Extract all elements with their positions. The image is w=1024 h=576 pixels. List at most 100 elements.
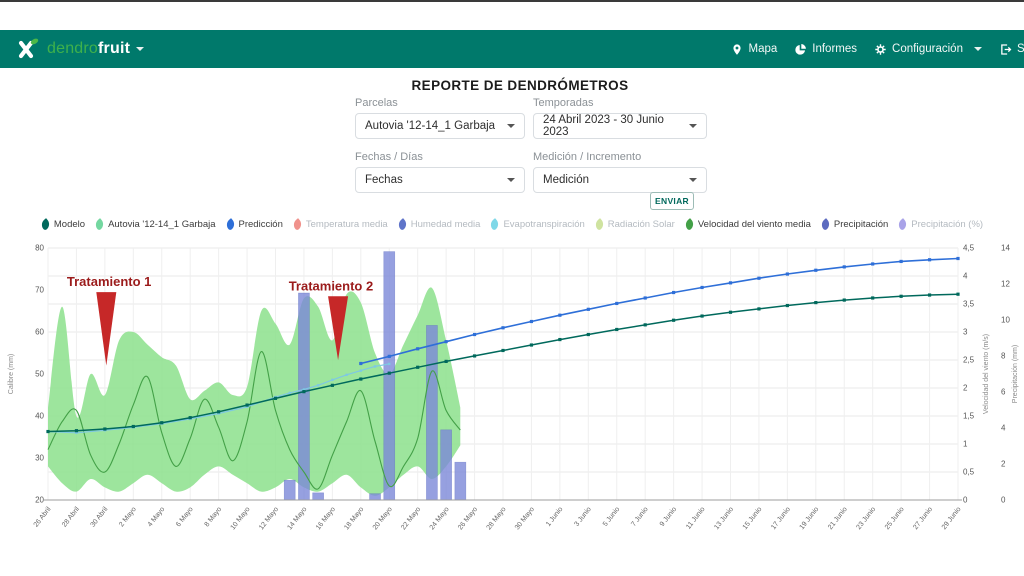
svg-text:3: 3 bbox=[963, 328, 968, 337]
svg-text:3 Junio: 3 Junio bbox=[573, 506, 592, 528]
svg-text:4 Mayo: 4 Mayo bbox=[147, 506, 167, 528]
nav-item-label: Configuración bbox=[892, 43, 963, 55]
legend-leaf-icon bbox=[683, 218, 696, 231]
svg-text:26 Mayo: 26 Mayo bbox=[457, 506, 479, 532]
svg-text:2,5: 2,5 bbox=[963, 356, 975, 365]
nav-item-mapa[interactable]: Mapa bbox=[731, 43, 777, 56]
dendrometer-chart: Tratamiento 1 Tratamiento 220304050607080… bbox=[8, 244, 1019, 532]
svg-text:16 Mayo: 16 Mayo bbox=[315, 506, 337, 532]
svg-text:30: 30 bbox=[35, 454, 44, 463]
dendrofruit-x-logo-icon bbox=[18, 38, 39, 59]
svg-text:3,5: 3,5 bbox=[963, 300, 975, 309]
svg-text:30 Abril: 30 Abril bbox=[90, 506, 110, 529]
legend-label: Temperatura media bbox=[305, 219, 388, 230]
svg-text:27 Junio: 27 Junio bbox=[912, 506, 934, 531]
svg-text:12: 12 bbox=[1001, 280, 1010, 289]
svg-text:10: 10 bbox=[1001, 316, 1010, 325]
svg-text:15 Junio: 15 Junio bbox=[742, 506, 764, 531]
nav-item-label: Salir bbox=[1016, 43, 1024, 55]
svg-text:25 Junio: 25 Junio bbox=[884, 506, 906, 531]
svg-text:20: 20 bbox=[35, 496, 44, 505]
svg-text:0: 0 bbox=[963, 496, 968, 505]
configuracion-caret-icon bbox=[973, 47, 982, 51]
legend-item-8[interactable]: Precipitación bbox=[819, 218, 888, 231]
fechas-dias-value: Fechas bbox=[365, 174, 403, 186]
svg-text:23 Junio: 23 Junio bbox=[855, 506, 877, 531]
svg-text:29 Junio: 29 Junio bbox=[941, 506, 963, 531]
series-precipitaci-n bbox=[283, 251, 467, 501]
annotation-tratamiento-2: Tratamiento 2 bbox=[289, 278, 374, 361]
svg-text:28 Mayo: 28 Mayo bbox=[486, 506, 508, 532]
legend-item-1[interactable]: Autovia '12-14_1 Garbaja bbox=[93, 218, 216, 231]
gear-icon bbox=[875, 43, 886, 55]
sign-out-icon bbox=[1001, 43, 1012, 55]
svg-text:1: 1 bbox=[963, 440, 968, 449]
svg-text:4,5: 4,5 bbox=[963, 244, 975, 253]
legend-label: Predicción bbox=[238, 219, 283, 230]
legend-item-9[interactable]: Precipitación (%) bbox=[896, 218, 983, 231]
svg-text:2: 2 bbox=[1001, 460, 1006, 469]
chart-legend: Modelo Autovia '12-14_1 Garbaja Predicción… bbox=[0, 218, 1024, 231]
svg-text:10 Mayo: 10 Mayo bbox=[230, 506, 252, 532]
legend-item-0[interactable]: Modelo bbox=[39, 218, 86, 231]
svg-text:80: 80 bbox=[35, 244, 44, 253]
svg-text:13 Junio: 13 Junio bbox=[713, 506, 735, 531]
svg-text:22 Mayo: 22 Mayo bbox=[400, 506, 422, 532]
legend-leaf-icon bbox=[223, 218, 237, 231]
legend-item-4[interactable]: Humedad media bbox=[395, 218, 480, 231]
legend-label: Velocidad del viento media bbox=[697, 219, 811, 230]
legend-leaf-icon bbox=[93, 218, 106, 231]
svg-text:8: 8 bbox=[1001, 352, 1006, 361]
legend-label: Radiación Solar bbox=[607, 219, 675, 230]
legend-item-6[interactable]: Radiación Solar bbox=[592, 218, 675, 231]
legend-label: Modelo bbox=[53, 219, 86, 230]
svg-text:2: 2 bbox=[963, 384, 968, 393]
fechas-dias-select[interactable]: Fechas bbox=[355, 167, 525, 193]
svg-text:17 Junio: 17 Junio bbox=[770, 506, 792, 531]
temporadas-select[interactable]: 24 Abril 2023 - 30 Junio 2023 bbox=[533, 113, 707, 139]
medicion-incremento-value: Medición bbox=[543, 174, 590, 186]
legend-item-3[interactable]: Temperatura media bbox=[291, 218, 388, 231]
series-autovia-12-14-1-garbaja bbox=[48, 287, 461, 496]
svg-text:19 Junio: 19 Junio bbox=[799, 506, 821, 531]
svg-text:6 Mayo: 6 Mayo bbox=[175, 506, 195, 528]
legend-leaf-icon bbox=[488, 218, 502, 231]
legend-leaf-icon bbox=[592, 218, 606, 231]
brand-text-dendro: dendro bbox=[47, 40, 99, 57]
legend-item-2[interactable]: Predicción bbox=[223, 218, 283, 231]
svg-text:14: 14 bbox=[1001, 244, 1010, 253]
svg-text:6: 6 bbox=[1001, 388, 1006, 397]
pie-chart-icon bbox=[795, 43, 807, 55]
svg-text:12 Mayo: 12 Mayo bbox=[258, 506, 280, 532]
svg-text:Tratamiento 2: Tratamiento 2 bbox=[289, 278, 374, 293]
svg-text:4: 4 bbox=[1001, 424, 1006, 433]
svg-text:21 Junio: 21 Junio bbox=[827, 506, 849, 531]
select-caret-icon bbox=[689, 178, 697, 182]
legend-label: Evapotranspiración bbox=[503, 219, 585, 230]
nav-menu: Mapa Informes Configuración Salir bbox=[731, 30, 1024, 68]
select-caret-icon bbox=[507, 124, 515, 128]
medicion-incremento-label: Medición / Incremento bbox=[533, 151, 642, 163]
medicion-incremento-select[interactable]: Medición bbox=[533, 167, 707, 193]
svg-text:60: 60 bbox=[35, 328, 44, 337]
enviar-button[interactable]: ENVIAR bbox=[650, 192, 694, 210]
series-modelo bbox=[46, 292, 960, 434]
parcelas-select[interactable]: Autovia '12-14_1 Garbaja bbox=[355, 113, 525, 139]
navbar: dendro fruit Mapa Informes Configuración bbox=[0, 30, 1024, 68]
nav-item-configuracion[interactable]: Configuración bbox=[874, 43, 982, 56]
svg-text:8 Mayo: 8 Mayo bbox=[204, 506, 224, 528]
nav-item-salir[interactable]: Salir bbox=[999, 43, 1024, 56]
brand-logo[interactable]: dendro fruit bbox=[16, 37, 145, 61]
svg-text:1 Junio: 1 Junio bbox=[545, 506, 564, 528]
svg-text:24 Mayo: 24 Mayo bbox=[429, 506, 451, 532]
chart-wind-axis-title: Velocidad del viento (m/s) bbox=[983, 334, 990, 414]
svg-text:2 Mayo: 2 Mayo bbox=[118, 506, 138, 528]
legend-label: Autovia '12-14_1 Garbaja bbox=[108, 219, 216, 230]
legend-leaf-icon bbox=[39, 218, 52, 231]
svg-text:1,5: 1,5 bbox=[963, 412, 975, 421]
legend-item-5[interactable]: Evapotranspiración bbox=[488, 218, 585, 231]
map-pin-icon bbox=[733, 43, 742, 55]
brand-text-fruit: fruit bbox=[98, 40, 131, 57]
nav-item-informes[interactable]: Informes bbox=[794, 43, 857, 56]
legend-item-7[interactable]: Velocidad del viento media bbox=[683, 218, 811, 231]
